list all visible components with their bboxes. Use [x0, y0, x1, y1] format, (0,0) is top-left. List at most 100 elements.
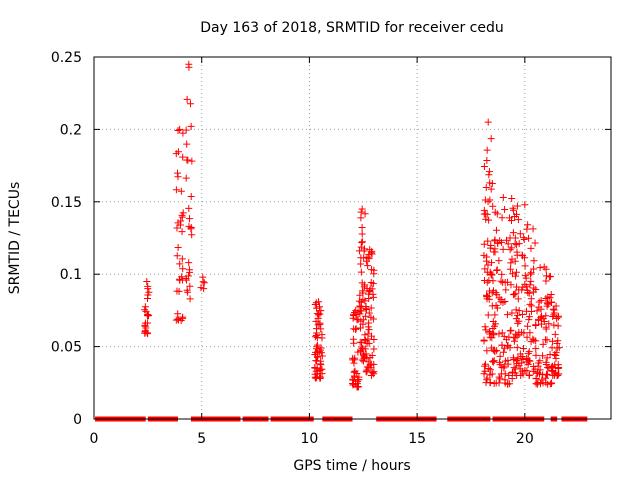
data-point	[186, 295, 194, 303]
data-point	[357, 254, 365, 262]
data-point	[481, 265, 489, 273]
data-point	[536, 380, 544, 388]
data-point	[490, 287, 498, 295]
data-point	[143, 277, 151, 285]
data-point	[187, 224, 195, 232]
data-point	[511, 234, 519, 242]
y-tick-label: 0.1	[60, 267, 82, 283]
data-point	[487, 135, 495, 143]
data-point	[355, 376, 363, 384]
data-point	[358, 307, 366, 315]
data-point	[367, 372, 375, 380]
data-point	[362, 257, 370, 265]
data-point	[539, 340, 547, 348]
data-point	[365, 319, 373, 327]
data-point	[524, 350, 532, 358]
data-point	[542, 370, 550, 378]
data-point	[525, 234, 533, 242]
data-point	[349, 335, 357, 343]
data-point	[504, 342, 512, 350]
data-point	[143, 311, 151, 319]
data-point	[504, 240, 512, 248]
data-point	[520, 234, 528, 242]
data-point	[173, 252, 181, 260]
data-point	[483, 146, 491, 154]
data-point	[185, 60, 193, 68]
data-point	[555, 370, 563, 378]
data-point	[362, 350, 370, 358]
data-point	[362, 368, 370, 376]
data-point	[502, 236, 510, 244]
data-point	[318, 334, 326, 342]
data-point	[490, 358, 498, 366]
data-point	[359, 357, 367, 365]
data-point	[315, 298, 323, 306]
data-point	[511, 334, 519, 342]
data-point	[514, 311, 522, 319]
data-point	[518, 311, 526, 319]
data-point	[493, 266, 501, 274]
data-point	[485, 295, 493, 303]
data-point	[365, 339, 373, 347]
data-point	[314, 314, 322, 322]
data-point	[553, 314, 561, 322]
data-point	[506, 246, 514, 254]
data-point	[515, 307, 523, 315]
data-point	[536, 264, 544, 272]
data-point	[179, 209, 187, 217]
points-layer	[95, 60, 588, 422]
data-point	[531, 239, 539, 247]
data-point	[370, 270, 378, 278]
data-point	[512, 272, 520, 280]
data-point	[486, 379, 494, 387]
data-point	[316, 373, 324, 381]
data-point	[362, 312, 370, 320]
data-point	[527, 244, 535, 252]
data-point	[188, 231, 196, 239]
data-point	[517, 371, 525, 379]
data-point	[356, 310, 364, 318]
data-point	[511, 257, 519, 265]
data-point	[182, 174, 190, 182]
data-point	[507, 281, 515, 289]
data-point	[358, 223, 366, 231]
data-point	[497, 295, 505, 303]
data-point	[484, 118, 492, 126]
data-point	[177, 187, 185, 195]
data-point	[522, 283, 530, 291]
data-point	[518, 286, 526, 294]
data-point	[541, 336, 549, 344]
data-point	[492, 226, 500, 234]
data-point	[366, 246, 374, 254]
data-point	[551, 330, 559, 338]
data-point	[520, 235, 528, 243]
x-tick-label: 5	[197, 431, 206, 447]
data-point	[145, 288, 153, 296]
data-point	[512, 283, 520, 291]
data-point	[484, 237, 492, 245]
y-tick-label: 0.05	[51, 340, 82, 356]
data-point	[186, 282, 194, 290]
data-point	[496, 352, 504, 360]
x-tick-label: 15	[408, 431, 426, 447]
data-point	[480, 240, 488, 248]
data-point	[492, 320, 500, 328]
data-point	[526, 300, 534, 308]
data-point	[370, 345, 378, 353]
data-point	[361, 210, 369, 218]
data-point	[486, 244, 494, 252]
data-point	[498, 329, 506, 337]
data-point	[513, 202, 521, 210]
data-point	[545, 273, 553, 281]
data-point	[504, 356, 512, 364]
data-point	[532, 345, 540, 353]
data-point	[512, 290, 520, 298]
data-point	[317, 357, 325, 365]
data-point	[549, 337, 557, 345]
data-point	[182, 276, 190, 284]
data-point	[504, 380, 512, 388]
data-point	[498, 214, 506, 222]
data-point	[538, 312, 546, 320]
x-tick-label: 10	[301, 431, 319, 447]
